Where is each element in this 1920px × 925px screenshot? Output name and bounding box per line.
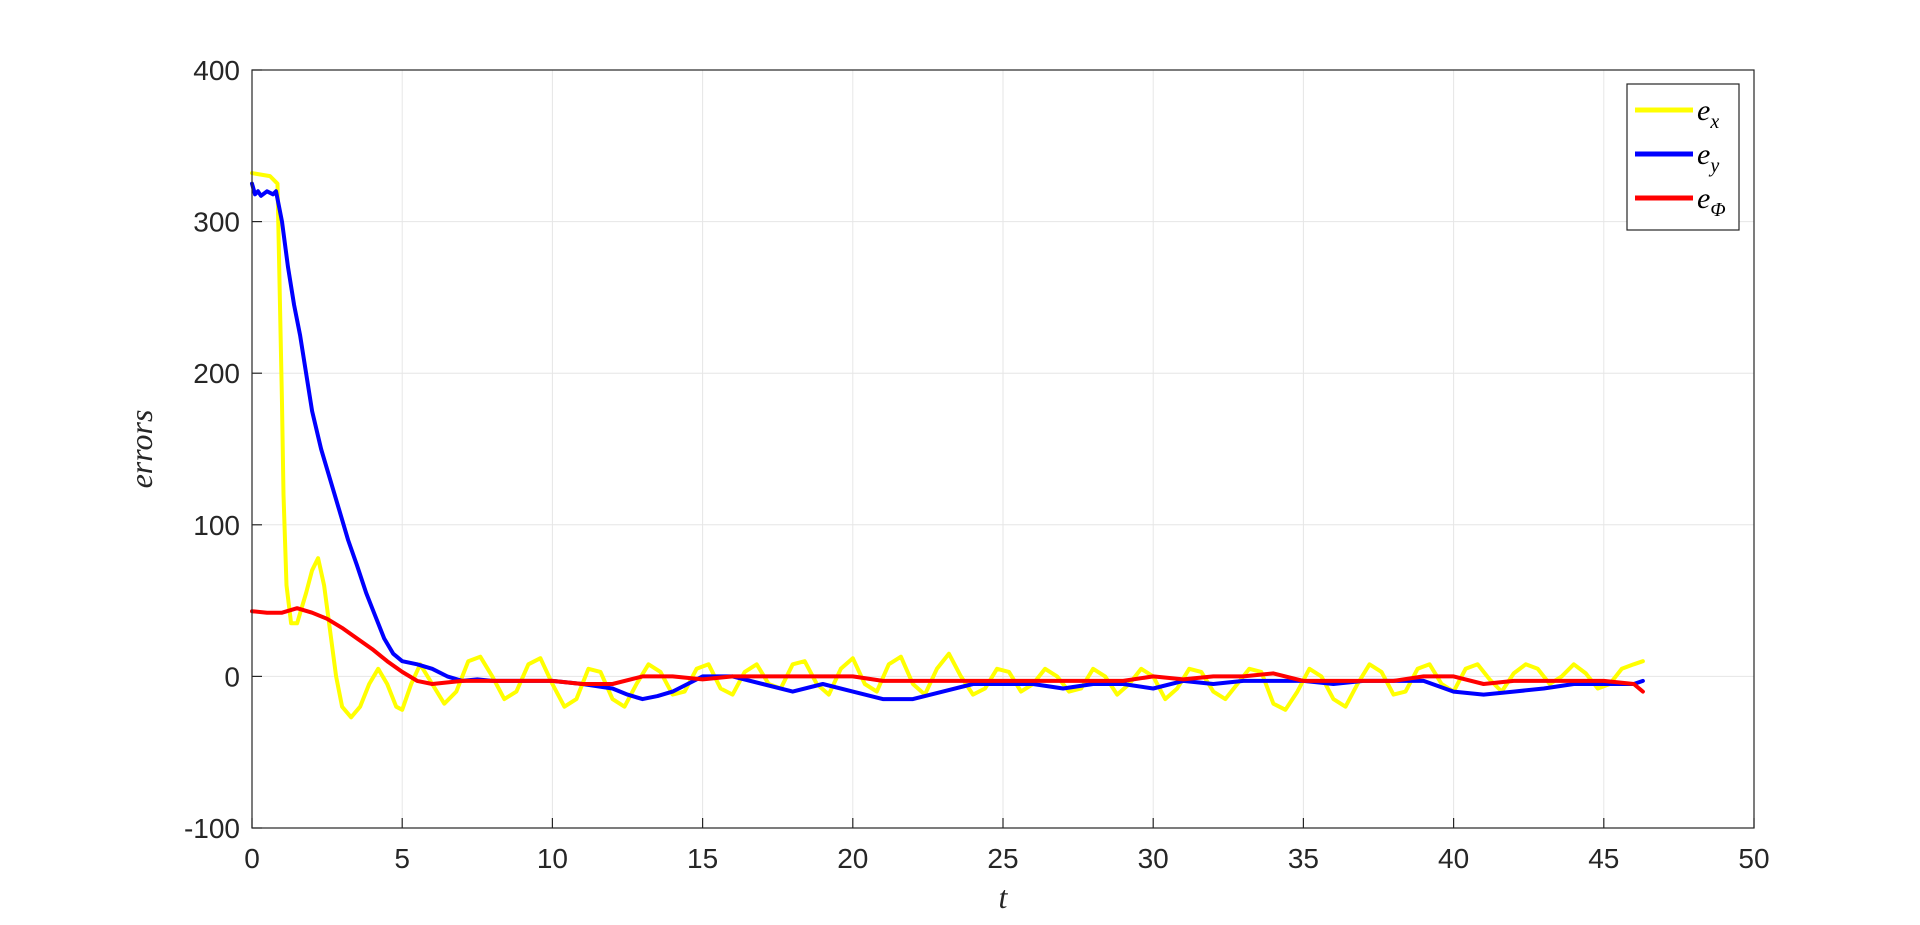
x-tick-label: 5 xyxy=(394,843,410,874)
legend-label: eΦ xyxy=(1697,182,1726,221)
series-line-2 xyxy=(250,181,1645,702)
legend-label: ey xyxy=(1697,138,1719,177)
y-tick-label: 0 xyxy=(224,661,240,692)
y-axis-title: errors xyxy=(123,410,159,489)
x-axis-title: t xyxy=(999,879,1009,915)
x-tick-label: 45 xyxy=(1588,843,1619,874)
legend-label-subscript: x xyxy=(1709,111,1719,133)
legend-label-base: e xyxy=(1697,182,1710,215)
x-tick-label: 10 xyxy=(537,843,568,874)
legend-label-base: e xyxy=(1697,138,1710,171)
grid-lines xyxy=(251,69,1755,829)
legend-label-subscript: y xyxy=(1708,155,1719,177)
series-lines xyxy=(250,171,1645,720)
legend-label-base: e xyxy=(1697,94,1710,127)
legend-label-subscript: Φ xyxy=(1710,199,1725,221)
y-tick-label: 300 xyxy=(193,207,240,238)
x-tick-label: 0 xyxy=(244,843,260,874)
series-line-1 xyxy=(250,171,1645,720)
x-tick-label: 30 xyxy=(1138,843,1169,874)
x-tick-label: 35 xyxy=(1288,843,1319,874)
y-tick-label: -100 xyxy=(184,813,240,844)
x-tick-label: 20 xyxy=(837,843,868,874)
y-tick-label: 400 xyxy=(193,55,240,86)
series-line-3 xyxy=(250,606,1645,694)
x-tick-label: 25 xyxy=(987,843,1018,874)
x-tick-label: 50 xyxy=(1738,843,1769,874)
x-tick-label: 15 xyxy=(687,843,718,874)
x-tick-label: 40 xyxy=(1438,843,1469,874)
legend-label: ex xyxy=(1697,94,1719,133)
y-tick-label: 100 xyxy=(193,510,240,541)
y-tick-label: 200 xyxy=(193,358,240,389)
